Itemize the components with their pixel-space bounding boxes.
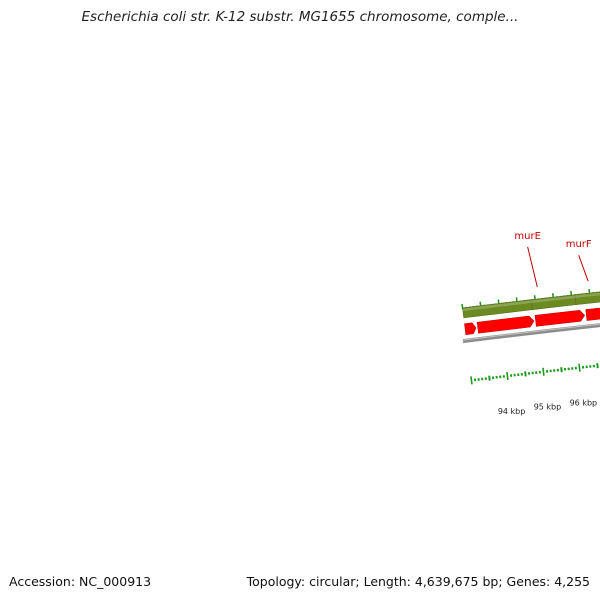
scale-label: 95 kbp xyxy=(534,403,562,412)
scale-major-tick xyxy=(506,371,509,381)
scale-minor-tick xyxy=(488,375,491,381)
gene-label-murE[interactable]: murE xyxy=(514,231,541,242)
cds-arrow[interactable] xyxy=(585,306,600,321)
scale-minor-tick xyxy=(524,371,527,377)
gene-leader-line xyxy=(578,255,589,282)
gene-band-sheen xyxy=(459,292,600,312)
scale-minor-tick xyxy=(560,367,563,373)
gene-label-murF[interactable]: murF xyxy=(566,239,592,250)
chromosome-backbone xyxy=(462,323,600,344)
gene-band-segment[interactable] xyxy=(574,290,600,305)
gene-label-layer: murEmurFmraYmurDftsWmurGmurC xyxy=(514,231,592,288)
scale-label: 96 kbp xyxy=(570,398,598,407)
backbone-line xyxy=(462,323,600,344)
cds-arrow[interactable] xyxy=(534,309,585,327)
gene-feature-band[interactable] xyxy=(459,268,600,319)
scale-major-tick xyxy=(542,367,545,376)
topology-summary-text: Topology: circular; Length: 4,639,675 bp… xyxy=(246,574,590,589)
backbone-highlight xyxy=(462,323,600,341)
gene-leader-line xyxy=(527,246,538,288)
scale-minor-tick xyxy=(596,363,599,369)
cds-arrow-track[interactable] xyxy=(464,283,600,336)
scale-tick-track xyxy=(470,363,600,385)
scale-major-tick xyxy=(578,363,581,372)
cds-arrow[interactable] xyxy=(476,315,535,334)
accession-text: Accession: NC_000913 xyxy=(9,574,152,589)
scale-label: 94 kbp xyxy=(498,407,526,416)
scale-major-tick xyxy=(470,376,473,385)
map-title: Escherichia coli str. K-12 substr. MG165… xyxy=(81,9,519,25)
cds-arrow[interactable] xyxy=(464,322,477,336)
